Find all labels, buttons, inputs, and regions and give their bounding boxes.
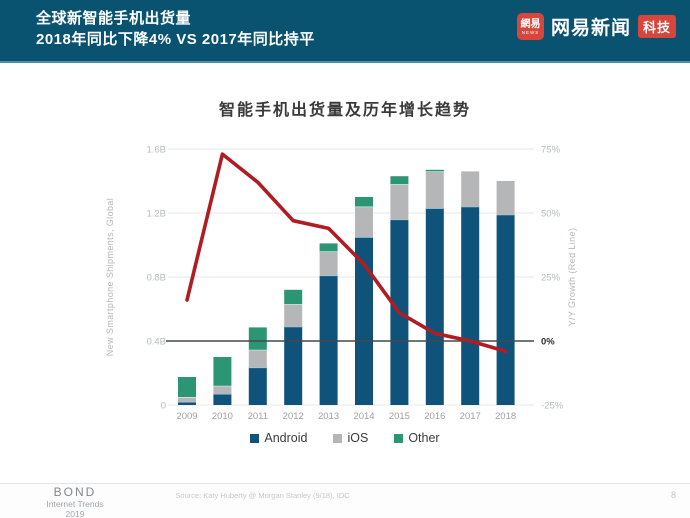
- bond-logo-line2: Internet Trends: [46, 499, 104, 509]
- right-axis-title: Y/Y Growth (Red Line): [567, 228, 577, 327]
- bar-segment-android-2016: [425, 208, 444, 405]
- x-tick-2014: 2014: [353, 411, 374, 422]
- bar-segment-android-2009: [178, 401, 196, 405]
- other-swatch: [394, 433, 404, 443]
- android-swatch: [250, 433, 260, 443]
- right-tick-50%: 50%: [541, 209, 561, 220]
- bar-segment-other-2013: [319, 243, 338, 252]
- slide-subtitle: 2018年同比下降4% VS 2017年同比持平: [36, 31, 315, 48]
- left-tick-1.6B: 1.6B: [146, 145, 166, 156]
- chart-legend: Android iOS Other: [0, 431, 690, 445]
- legend-item-other: Other: [394, 431, 440, 445]
- bar-segment-android-2010: [213, 393, 232, 405]
- chart-title: 智能手机出货量及历年增长趋势: [218, 102, 471, 119]
- netease-icon-sub: NEWS: [521, 29, 540, 35]
- left-tick-1.2B: 1.2B: [146, 209, 166, 220]
- x-tick-2012: 2012: [283, 411, 304, 422]
- bar-segment-other-2014: [355, 197, 373, 207]
- x-tick-2010: 2010: [212, 411, 233, 422]
- netease-icon: 網易 NEWS: [516, 13, 544, 40]
- x-tick-2015: 2015: [389, 411, 410, 422]
- bar-segment-ios-2018: [496, 181, 515, 215]
- x-tick-2016: 2016: [424, 411, 445, 422]
- ios-swatch: [333, 433, 343, 443]
- left-tick-0: 0: [161, 401, 166, 412]
- right-tick-75%: 75%: [541, 145, 561, 156]
- netease-icon-text: 網易: [520, 18, 541, 30]
- x-tick-2018: 2018: [495, 411, 516, 422]
- bar-segment-android-2012: [284, 326, 303, 405]
- bar-segment-ios-2011: [248, 349, 267, 368]
- footer: BOND Internet Trends 2019 Source: Katy H…: [0, 484, 690, 518]
- bond-logo-line1: BOND: [53, 485, 97, 499]
- bar-segment-android-2018: [496, 214, 515, 405]
- netease-brand-text: 网易新闻: [550, 18, 631, 39]
- bar-segment-android-2014: [355, 237, 373, 405]
- legend-item-ios: iOS: [333, 431, 368, 445]
- bar-segment-other-2012: [284, 289, 303, 305]
- bar-segment-ios-2009: [178, 397, 196, 402]
- bar-segment-ios-2014: [355, 206, 373, 237]
- footer-divider: [0, 483, 690, 484]
- bar-segment-other-2015: [390, 176, 409, 185]
- source-note: Source: Katy Huberty @ Morgan Stanley (9…: [175, 491, 350, 500]
- bar-segment-ios-2016: [425, 171, 444, 209]
- bar-segment-android-2011: [248, 367, 267, 405]
- bar-segment-ios-2017: [461, 171, 480, 207]
- right-tick-0%: 0%: [541, 337, 555, 348]
- left-axis-title: New Smartphone Shipments, Global: [105, 198, 115, 356]
- bar-segment-ios-2010: [213, 385, 232, 394]
- header-band: 全球新智能手机出货量 2018年同比下降4% VS 2017年同比持平 網易 N…: [0, 0, 690, 61]
- bar-segment-ios-2012: [284, 304, 303, 327]
- page-number: 8: [670, 490, 676, 500]
- bar-segment-ios-2013: [319, 251, 338, 276]
- chart-canvas: 2009 2010 2011 2012 2013 2014 2015 2016 2017 2018…: [105, 145, 577, 423]
- yoy-growth-line: [185, 152, 508, 354]
- legend-label-ios: iOS: [347, 431, 369, 445]
- x-tick-2013: 2013: [318, 411, 339, 422]
- shipments-growth-chart: 2009 2010 2011 2012 2013 2014 2015 2016 2017 2018…: [0, 120, 690, 432]
- bar-segment-ios-2015: [390, 184, 409, 220]
- bond-logo-line3: 2019: [65, 509, 85, 518]
- slide-title: 全球新智能手机出货量: [36, 10, 192, 27]
- header-titles: 全球新智能手机出货量 2018年同比下降4% VS 2017年同比持平: [36, 8, 315, 50]
- right-tick--25%: -25%: [541, 401, 564, 412]
- x-tick-2009: 2009: [176, 411, 197, 422]
- bar-segment-android-2017: [461, 206, 480, 405]
- left-tick-0.4B: 0.4B: [146, 337, 166, 348]
- bond-logo: BOND Internet Trends 2019: [15, 486, 135, 518]
- legend-label-android: Android: [264, 431, 308, 445]
- netease-logo: 網易 NEWS 网易新闻 科技: [516, 13, 676, 40]
- legend-label-other: Other: [408, 431, 440, 445]
- bar-segment-other-2011: [248, 327, 267, 350]
- header-accent-line: [0, 61, 690, 63]
- x-tick-2011: 2011: [248, 411, 268, 422]
- legend-item-android: Android: [250, 431, 307, 445]
- right-tick-25%: 25%: [541, 273, 561, 284]
- bar-segment-other-2016: [425, 169, 444, 172]
- bar-segment-other-2010: [213, 357, 232, 386]
- tech-badge: 科技: [637, 15, 676, 38]
- left-tick-0.8B: 0.8B: [146, 273, 166, 284]
- bar-segment-other-2009: [178, 377, 196, 397]
- x-tick-2017: 2017: [460, 411, 481, 422]
